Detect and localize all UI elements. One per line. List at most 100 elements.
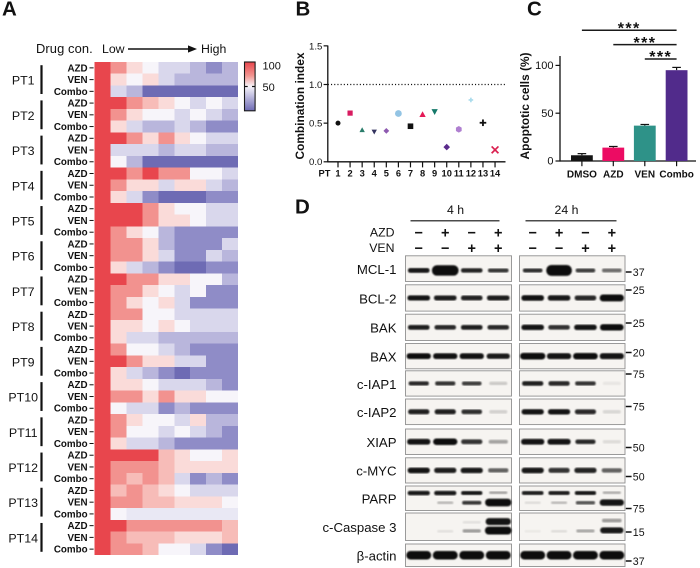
svg-text:Low: Low: [102, 42, 125, 56]
svg-text:DMSO: DMSO: [567, 170, 597, 181]
svg-text:Combo: Combo: [54, 474, 88, 485]
svg-text:PT10: PT10: [8, 391, 38, 405]
svg-text:VEN: VEN: [67, 181, 87, 192]
svg-text:AZD: AZD: [67, 380, 87, 391]
svg-text:24 h: 24 h: [555, 203, 579, 217]
svg-text:6: 6: [396, 168, 401, 178]
svg-text:VEN: VEN: [67, 110, 87, 121]
svg-text:c-MYC: c-MYC: [356, 464, 397, 479]
svg-text:AZD: AZD: [67, 204, 87, 215]
svg-text:AZD: AZD: [67, 239, 87, 250]
svg-text:AZD: AZD: [67, 451, 87, 462]
svg-text:VEN: VEN: [67, 462, 87, 473]
svg-text:Combo: Combo: [54, 509, 88, 520]
svg-text:−: −: [415, 241, 423, 257]
svg-text:7: 7: [408, 168, 413, 178]
svg-text:Combo: Combo: [54, 228, 88, 239]
svg-text:XIAP: XIAP: [366, 435, 396, 450]
svg-text:+: +: [555, 225, 563, 241]
svg-text:0: 0: [547, 156, 553, 168]
svg-text:−: −: [441, 241, 449, 257]
svg-text:c-IAP2: c-IAP2: [357, 405, 397, 420]
svg-text:PT3: PT3: [12, 144, 35, 158]
svg-text:50: 50: [541, 108, 553, 120]
svg-text:AZD: AZD: [67, 521, 87, 532]
svg-text:D: D: [295, 196, 310, 219]
svg-text:PT6: PT6: [12, 250, 35, 264]
svg-text:PT4: PT4: [12, 179, 35, 193]
svg-text:AZD: AZD: [67, 134, 87, 145]
svg-text:AZD: AZD: [603, 170, 624, 181]
svg-text:***: ***: [649, 49, 672, 66]
svg-text:−: −: [555, 241, 563, 257]
svg-text:AZD: AZD: [67, 345, 87, 356]
svg-text:−: −: [528, 225, 536, 241]
svg-text:Combo: Combo: [54, 545, 88, 556]
svg-text:c-IAP1: c-IAP1: [357, 377, 397, 392]
svg-text:25: 25: [633, 318, 645, 330]
svg-text:Apoptotic cells (%): Apoptotic cells (%): [518, 52, 532, 159]
svg-text:Drug con.: Drug con.: [36, 41, 93, 56]
svg-text:VEN: VEN: [67, 533, 87, 544]
svg-text:VEN: VEN: [67, 322, 87, 333]
svg-text:75: 75: [633, 503, 645, 515]
svg-text:1.0: 1.0: [309, 80, 322, 91]
svg-text:75: 75: [633, 401, 645, 413]
svg-text:0.0: 0.0: [309, 157, 322, 168]
svg-text:PT5: PT5: [12, 214, 35, 228]
svg-text:BCL-2: BCL-2: [359, 291, 396, 306]
svg-text:8: 8: [420, 168, 425, 178]
svg-text:37: 37: [633, 556, 645, 568]
svg-text:VEN: VEN: [67, 286, 87, 297]
svg-text:A: A: [2, 0, 17, 21]
svg-text:+: +: [608, 225, 616, 241]
svg-text:100: 100: [535, 60, 553, 72]
svg-text:Combo: Combo: [54, 157, 88, 168]
svg-text:C: C: [527, 0, 542, 21]
svg-text:1: 1: [335, 168, 340, 178]
svg-text:+: +: [468, 241, 476, 257]
svg-text:13: 13: [478, 168, 488, 178]
svg-text:Combo: Combo: [54, 298, 88, 309]
svg-text:PT12: PT12: [8, 461, 38, 475]
svg-text:PT14: PT14: [8, 531, 38, 545]
svg-text:AZD: AZD: [67, 310, 87, 321]
svg-text:50: 50: [633, 471, 645, 483]
svg-text:AZD: AZD: [370, 226, 395, 240]
svg-text:Combo: Combo: [54, 439, 88, 450]
svg-text:15: 15: [633, 527, 645, 539]
svg-text:VEN: VEN: [67, 216, 87, 227]
svg-text:β-actin: β-actin: [357, 549, 397, 564]
svg-text:−: −: [468, 225, 476, 241]
svg-text:High: High: [201, 42, 226, 56]
svg-text:VEN: VEN: [635, 170, 656, 181]
svg-text:PT1: PT1: [12, 74, 35, 88]
svg-text:Combo: Combo: [54, 87, 88, 98]
svg-text:1.5: 1.5: [309, 41, 322, 52]
svg-text:3: 3: [360, 168, 365, 178]
svg-text:VEN: VEN: [67, 75, 87, 86]
svg-text:AZD: AZD: [67, 275, 87, 286]
svg-text:+: +: [581, 241, 589, 257]
svg-text:Combo: Combo: [54, 404, 88, 415]
svg-text:50: 50: [263, 82, 275, 94]
svg-text:PT9: PT9: [12, 355, 35, 369]
svg-text:c-Caspase 3: c-Caspase 3: [322, 520, 396, 535]
svg-text:BAK: BAK: [370, 321, 397, 336]
svg-text:100: 100: [263, 61, 281, 73]
svg-text:PT: PT: [319, 168, 331, 178]
svg-text:VEN: VEN: [67, 427, 87, 438]
svg-text:−: −: [528, 241, 536, 257]
svg-text:AZD: AZD: [67, 415, 87, 426]
svg-text:4 h: 4 h: [447, 203, 464, 217]
svg-text:9: 9: [432, 168, 437, 178]
svg-text:Combo: Combo: [54, 368, 88, 379]
svg-text:−: −: [415, 225, 423, 241]
svg-text:37: 37: [633, 267, 645, 279]
svg-text:2: 2: [347, 168, 352, 178]
svg-text:MCL-1: MCL-1: [357, 262, 397, 277]
svg-text:11: 11: [454, 168, 464, 178]
svg-text:AZD: AZD: [67, 169, 87, 180]
svg-text:AZD: AZD: [67, 63, 87, 74]
svg-text:VEN: VEN: [369, 241, 394, 255]
